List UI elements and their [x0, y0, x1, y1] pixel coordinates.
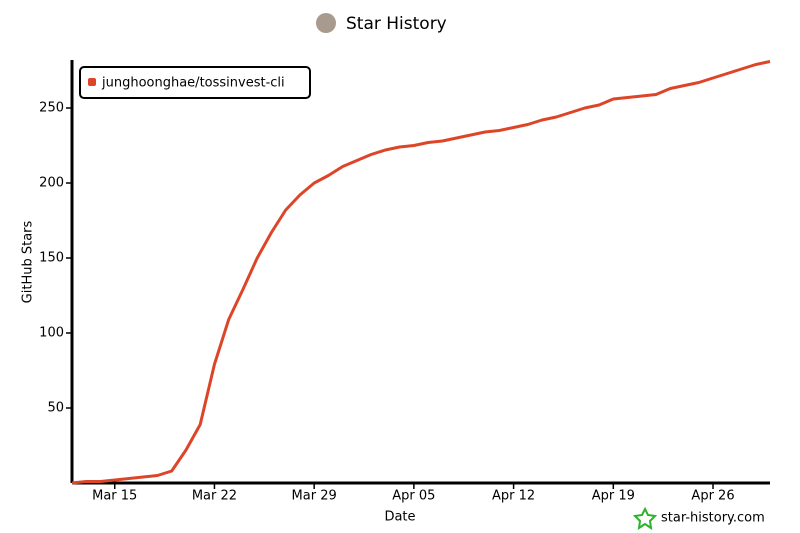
y-tick-label: 200: [39, 176, 64, 191]
legend-label: junghoonghae/tossinvest-cli: [101, 76, 285, 91]
x-tick-label: Mar 15: [92, 489, 137, 504]
legend-swatch: [88, 78, 96, 86]
x-tick-label: Apr 26: [691, 489, 734, 504]
chart-title: Star History: [346, 14, 447, 34]
y-tick-label: 250: [39, 101, 64, 116]
y-tick-label: 50: [47, 401, 64, 416]
x-tick-label: Mar 22: [192, 489, 237, 504]
x-tick-label: Mar 29: [292, 489, 337, 504]
avatar: [316, 13, 336, 33]
y-tick-label: 100: [39, 326, 64, 341]
x-tick-label: Apr 05: [392, 489, 435, 504]
x-tick-label: Apr 19: [592, 489, 635, 504]
y-tick-label: 150: [39, 251, 64, 266]
y-axis-label: GitHub Stars: [21, 220, 36, 303]
x-axis-label: Date: [384, 510, 415, 525]
watermark: star-history.com: [661, 511, 765, 526]
series-line: [71, 60, 771, 485]
legend-box: [79, 66, 311, 99]
x-tick-label: Apr 12: [492, 489, 535, 504]
logo: [632, 506, 658, 531]
